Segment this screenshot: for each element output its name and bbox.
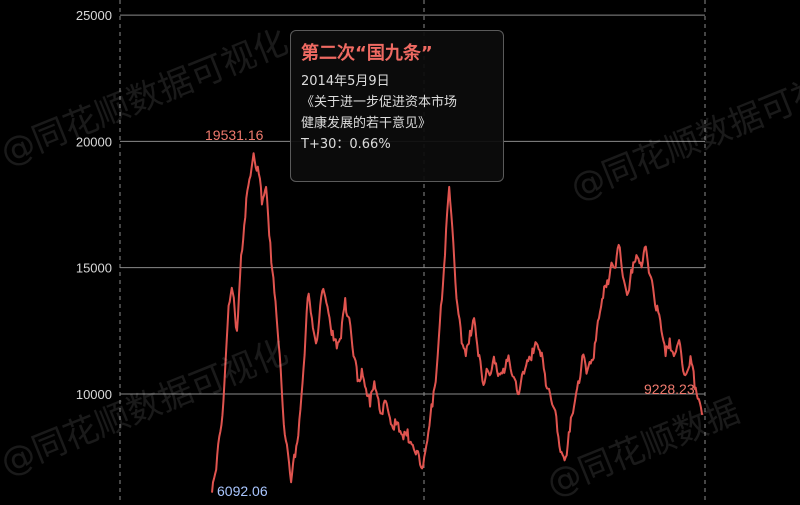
peak-label: 19531.16 bbox=[205, 127, 264, 143]
tooltip-doc-line2: 健康发展的若干意见》 bbox=[301, 116, 432, 131]
trough-label: 6092.06 bbox=[217, 483, 268, 499]
tooltip-doc-line1: 《关于进一步促进资本市场 bbox=[301, 95, 458, 110]
last-value-label: 9228.23 bbox=[644, 381, 695, 397]
y-tick-label: 20000 bbox=[76, 134, 112, 149]
y-tick-label: 25000 bbox=[76, 8, 112, 23]
tooltip-t30: T+30：0.66% bbox=[301, 137, 391, 152]
event-tooltip: 第二次“国九条” 2014年5月9日 《关于进一步促进资本市场 健康发展的若干意… bbox=[290, 30, 504, 182]
series-line bbox=[211, 152, 704, 493]
y-tick-label: 15000 bbox=[76, 261, 112, 276]
tooltip-date: 2014年5月9日 bbox=[301, 74, 390, 89]
y-tick-label: 10000 bbox=[76, 387, 112, 402]
tooltip-title: 第二次“国九条” bbox=[301, 43, 433, 64]
